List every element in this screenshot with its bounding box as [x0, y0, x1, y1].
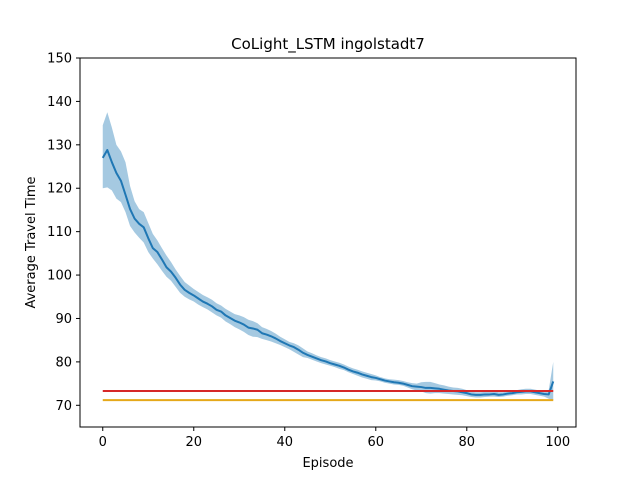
y-tick-label: 120 — [47, 182, 72, 197]
x-axis-label: Episode — [302, 456, 353, 471]
y-tick-label: 130 — [47, 138, 72, 153]
x-tick-label: 80 — [459, 435, 476, 450]
y-tick-label: 150 — [47, 52, 72, 67]
chart-title: CoLight_LSTM ingolstadt7 — [231, 35, 425, 54]
y-axis-label: Average Travel Time — [24, 176, 39, 308]
x-tick-label: 40 — [276, 435, 293, 450]
x-tick-label: 60 — [368, 435, 385, 450]
x-tick-label: 20 — [185, 435, 202, 450]
axes-frame — [79, 57, 577, 428]
mean-line — [101, 149, 555, 396]
y-tick-label: 80 — [55, 355, 72, 370]
y-tick-label: 110 — [47, 225, 72, 240]
y-tick-label: 90 — [55, 312, 72, 327]
y-axis: 70 80 90 100 110 120 130 140 150 — [47, 52, 80, 414]
x-tick-label: 0 — [99, 435, 107, 450]
y-tick-label: 100 — [47, 269, 72, 284]
y-tick-label: 70 — [55, 399, 72, 414]
plot-area — [101, 112, 555, 402]
x-axis: 0 20 40 60 80 100 — [99, 427, 570, 450]
y-tick-label: 140 — [47, 95, 72, 110]
x-tick-label: 100 — [545, 435, 570, 450]
